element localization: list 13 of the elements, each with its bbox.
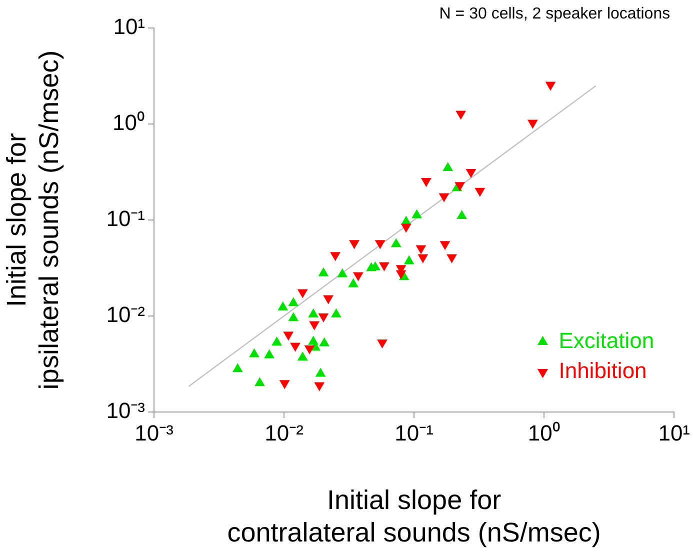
x-tick-label: 10⁻² xyxy=(264,420,304,446)
y-tick-label: 10¹ xyxy=(113,14,145,40)
y-tick-label: 10⁰ xyxy=(112,110,145,136)
x-tick-label: 10⁻¹ xyxy=(394,420,434,446)
x-axis-title: Initial slope for contralateral sounds (nS/msec) xyxy=(227,484,601,548)
x-tick-label: 10¹ xyxy=(658,420,690,446)
legend-label: Excitation xyxy=(558,328,654,354)
x-tick-label: 10⁰ xyxy=(528,420,560,446)
y-tick-label: 10⁻² xyxy=(106,302,145,328)
y-axis-title: Initial slope for ipsilateral sounds (nS/msec) xyxy=(2,50,64,390)
legend-label: Inhibition xyxy=(558,358,647,384)
text: N = 30 cells, 2 speaker locations xyxy=(439,5,670,22)
y-tick-label: 10⁻¹ xyxy=(106,206,145,232)
